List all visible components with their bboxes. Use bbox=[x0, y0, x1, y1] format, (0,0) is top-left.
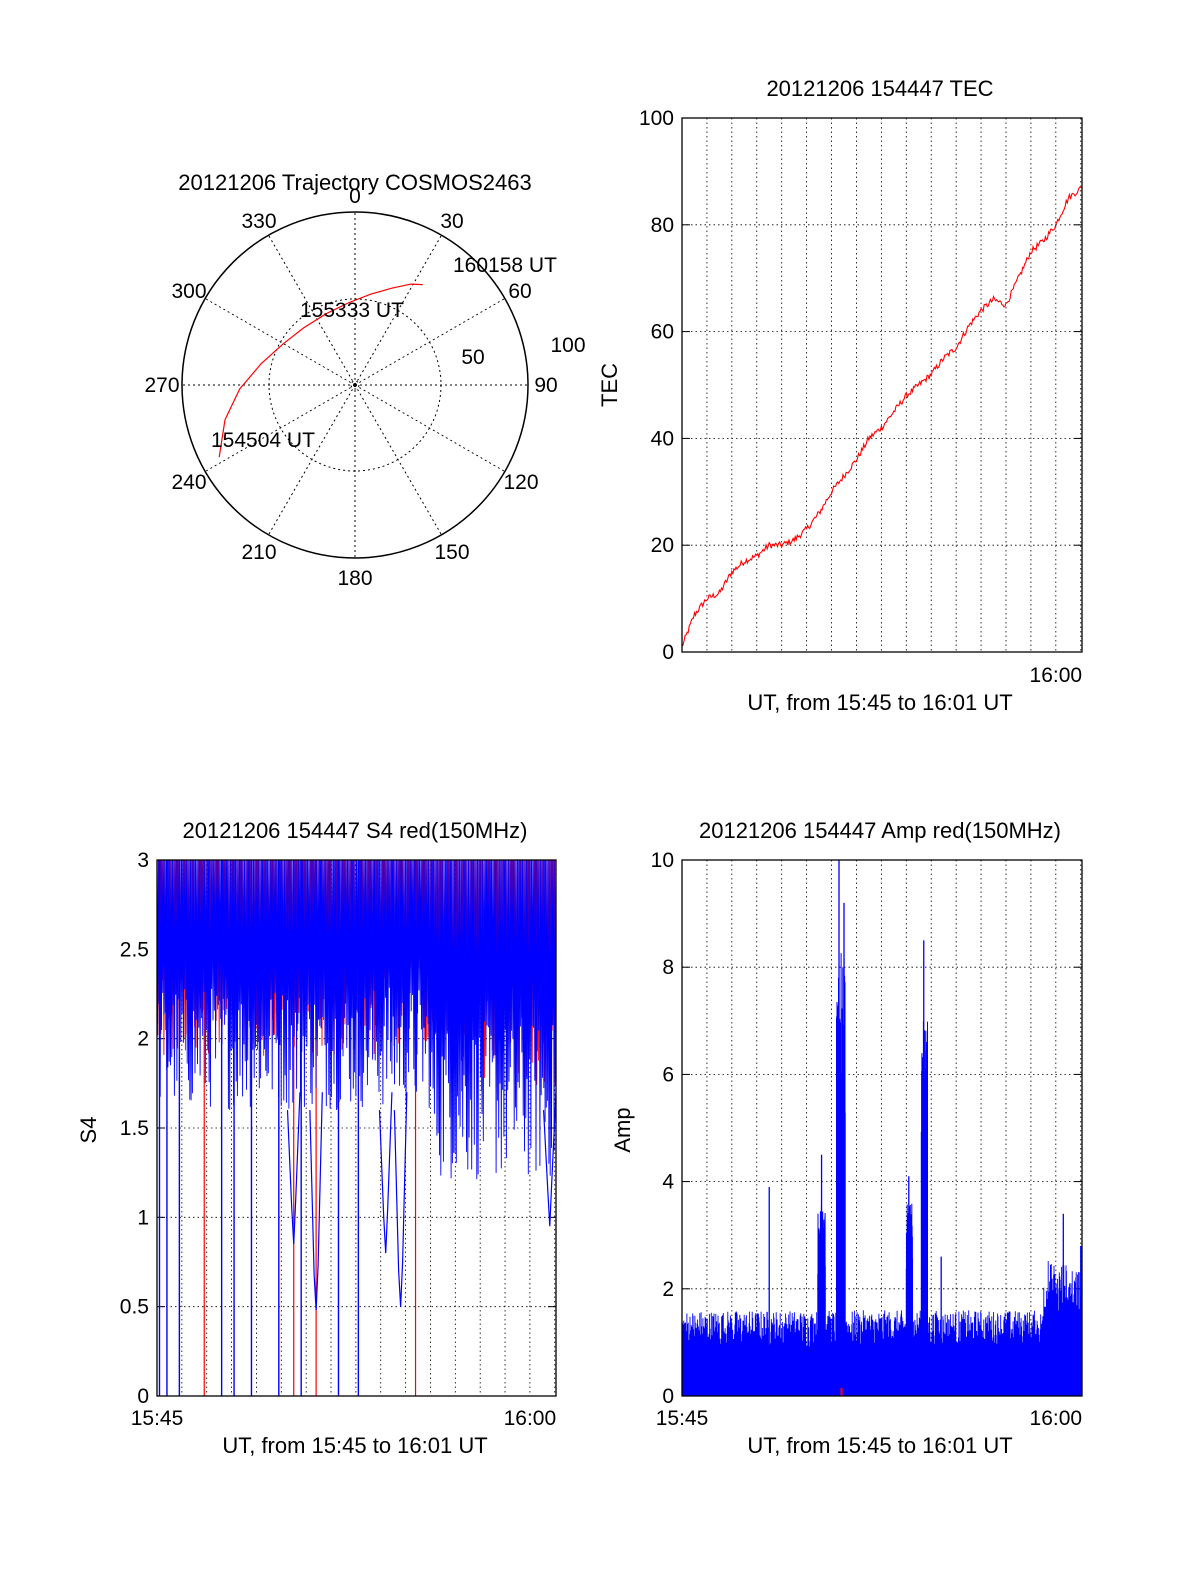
polar-radial-label: 100 bbox=[550, 334, 585, 357]
tec-chart: 20121206 154447 TEC UT, from 15:45 to 16… bbox=[597, 76, 1083, 715]
tec-ylabel: TEC bbox=[597, 363, 622, 407]
amp-xlabel: UT, from 15:45 to 16:01 UT bbox=[747, 1433, 1012, 1458]
tec-plot-frame bbox=[681, 117, 1083, 653]
polar-trajectory-annotation: 160158 UT bbox=[453, 254, 557, 277]
s4-ytick-label: 0.5 bbox=[120, 1296, 149, 1319]
amp-blue-floor bbox=[682, 1355, 1082, 1396]
amp-ytick-label: 4 bbox=[662, 1171, 674, 1194]
polar-theta-label: 150 bbox=[434, 541, 469, 564]
polar-theta-label: 90 bbox=[534, 374, 557, 397]
trajectory-polar-chart: 20121206 Trajectory COSMOS2463 0 30 60 90 12… bbox=[144, 170, 585, 590]
s4-chart: 20121206 154447 S4 red(150MHz) UT, from … bbox=[76, 818, 557, 1458]
tec-xtick-label: 16:00 bbox=[1030, 664, 1083, 687]
tec-series-line bbox=[681, 186, 1083, 647]
amp-ytick-label: 6 bbox=[662, 1063, 674, 1086]
polar-spoke bbox=[268, 234, 356, 386]
amp-blue-burst bbox=[920, 1021, 928, 1396]
polar-spoke bbox=[268, 384, 356, 536]
s4-ytick-label: 2 bbox=[137, 1028, 149, 1051]
tec-ytick-label: 60 bbox=[651, 321, 674, 344]
s4-ytick-label: 1 bbox=[137, 1206, 149, 1229]
amp-chart: 20121206 154447 Amp red(150MHz) UT, from… bbox=[610, 818, 1083, 1458]
amp-plot-frame bbox=[681, 859, 1083, 1397]
polar-theta-label: 180 bbox=[337, 567, 372, 590]
tec-ytick-label: 40 bbox=[651, 427, 674, 450]
polar-theta-label: 330 bbox=[241, 210, 276, 233]
s4-ytick-label: 3 bbox=[137, 849, 149, 872]
polar-theta-label: 240 bbox=[171, 471, 206, 494]
s4-title: 20121206 154447 S4 red(150MHz) bbox=[183, 818, 528, 843]
amp-ytick-label: 8 bbox=[662, 956, 674, 979]
polar-trajectory-annotation: 154504 UT bbox=[211, 429, 315, 452]
s4-blue-dip bbox=[378, 1092, 393, 1254]
tec-ytick-label: 80 bbox=[651, 214, 674, 237]
s4-ytick-label: 1.5 bbox=[120, 1117, 149, 1140]
amp-ylabel: Amp bbox=[610, 1107, 635, 1152]
amp-xtick-label: 15:45 bbox=[656, 1407, 709, 1430]
s4-xtick-label: 15:45 bbox=[131, 1407, 184, 1430]
tec-ytick-label: 0 bbox=[662, 641, 674, 664]
polar-theta-label: 270 bbox=[144, 374, 179, 397]
s4-blue-dip bbox=[286, 1092, 301, 1245]
polar-spoke bbox=[354, 384, 506, 472]
tec-ytick-label: 20 bbox=[651, 534, 674, 557]
s4-blue-dip bbox=[309, 1092, 323, 1311]
s4-blue-dip bbox=[542, 1092, 557, 1227]
polar-spoke bbox=[354, 234, 442, 386]
polar-spoke bbox=[354, 384, 442, 536]
tec-xlabel: UT, from 15:45 to 16:01 UT bbox=[747, 690, 1012, 715]
s4-ylabel: S4 bbox=[76, 1117, 101, 1144]
polar-theta-label: 210 bbox=[241, 541, 276, 564]
polar-spoke bbox=[204, 384, 356, 472]
polar-trajectory-annotation: 155333 UT bbox=[300, 299, 404, 322]
polar-outer-circle bbox=[181, 211, 529, 559]
polar-theta-label: 30 bbox=[440, 210, 463, 233]
polar-theta-label: 300 bbox=[171, 280, 206, 303]
polar-spoke bbox=[204, 298, 356, 386]
polar-trajectory-line bbox=[218, 283, 423, 458]
s4-xtick-label: 16:00 bbox=[504, 1407, 557, 1430]
s4-blue-dip bbox=[393, 1092, 408, 1307]
s4-plot-frame bbox=[156, 859, 557, 1397]
polar-spoke bbox=[354, 298, 506, 386]
s4-xlabel: UT, from 15:45 to 16:01 UT bbox=[222, 1433, 487, 1458]
amp-ytick-label: 10 bbox=[651, 849, 674, 872]
tec-ytick-label: 100 bbox=[639, 107, 674, 130]
polar-title: 20121206 Trajectory COSMOS2463 bbox=[178, 170, 531, 195]
amp-xtick-label: 16:00 bbox=[1030, 1407, 1083, 1430]
polar-radial-ring bbox=[350, 380, 360, 390]
polar-theta-label: 0 bbox=[349, 185, 361, 208]
amp-ytick-label: 2 bbox=[662, 1278, 674, 1301]
amp-ytick-label: 0 bbox=[662, 1385, 674, 1408]
polar-theta-label: 60 bbox=[508, 280, 531, 303]
polar-theta-label: 120 bbox=[503, 471, 538, 494]
s4-ytick-label: 2.5 bbox=[120, 938, 149, 961]
amp-title: 20121206 154447 Amp red(150MHz) bbox=[699, 818, 1061, 843]
tec-title: 20121206 154447 TEC bbox=[766, 76, 993, 101]
polar-radial-label: 50 bbox=[461, 346, 484, 369]
s4-ytick-label: 0 bbox=[137, 1385, 149, 1408]
